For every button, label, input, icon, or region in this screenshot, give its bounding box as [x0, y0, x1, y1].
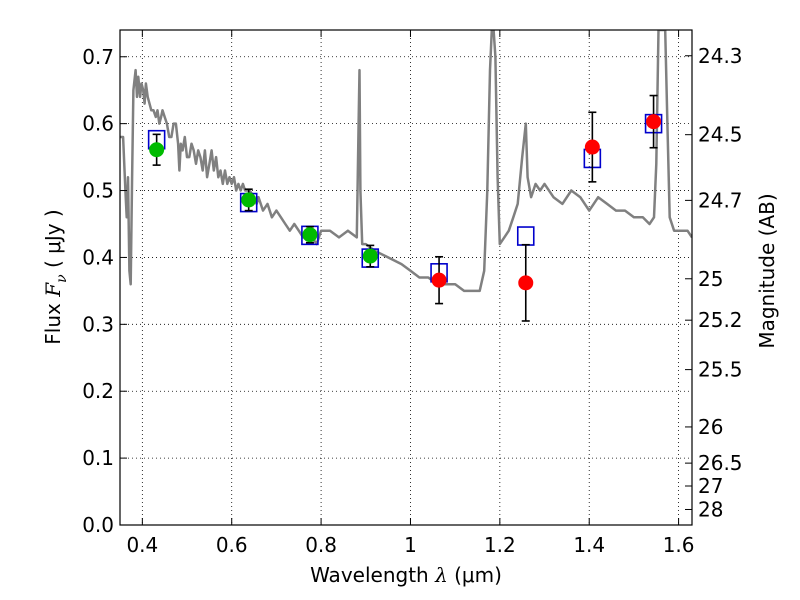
magnitude-tick-label: 25 [698, 267, 723, 291]
y-axis-title: Flux Fν ( μJy ) [41, 209, 70, 344]
model-spectrum-line [120, 30, 692, 293]
y-tick-label: 0.1 [82, 446, 114, 470]
photometry-point [584, 139, 600, 155]
x-tick-label: 0.4 [126, 533, 158, 557]
x-tick-label: 1.6 [663, 533, 695, 557]
x-axis-title: Wavelength λ (μm) [310, 563, 502, 587]
model-flux-square [516, 226, 535, 246]
photometry-point [646, 114, 662, 130]
photometry-point [431, 272, 447, 288]
x-tick-label: 0.8 [305, 533, 337, 557]
magnitude-tick-label: 27 [698, 474, 723, 498]
axis-ticks [120, 30, 692, 526]
y-tick-label: 0.0 [82, 513, 114, 537]
magnitude-tick-label: 28 [698, 497, 723, 521]
magnitude-tick-label: 26.5 [698, 451, 743, 475]
y-tick-label: 0.4 [82, 245, 114, 269]
y-tick-label: 0.2 [82, 379, 114, 403]
photometry-point [518, 275, 534, 291]
magnitude-tick-label: 25.2 [698, 308, 743, 332]
plot-content [120, 30, 692, 322]
axis-tick-labels: 0.4 0.6 0.8 1 1.2 1.4 1.6 0.0 0.1 0.2 0.3 0.4 0.5 0.6… [82, 44, 742, 557]
magnitude-tick-label: 24.5 [698, 123, 743, 147]
y-tick-label: 0.3 [82, 312, 114, 336]
y-tick-label: 0.7 [82, 45, 114, 69]
x-tick-label: 1.2 [484, 533, 516, 557]
photometry-point [362, 248, 378, 264]
x-tick-label: 1.4 [573, 533, 605, 557]
y-tick-label: 0.6 [82, 112, 114, 136]
magnitude-tick-label: 26 [698, 415, 723, 439]
x-tick-label: 1 [404, 533, 417, 557]
magnitude-tick-label: 25.5 [698, 358, 743, 382]
plot-frame [119, 29, 693, 526]
magnitude-tick-label: 24.7 [698, 188, 743, 212]
y-tick-label: 0.5 [82, 179, 114, 203]
grid-lines [120, 30, 692, 526]
magnitude-tick-label: 24.3 [698, 44, 743, 68]
photometry-point [302, 227, 318, 243]
y2-axis-title: Magnitude (AB) [755, 193, 779, 348]
photometry-point [149, 142, 165, 158]
x-tick-label: 0.6 [216, 533, 248, 557]
photometry-point [241, 192, 257, 208]
